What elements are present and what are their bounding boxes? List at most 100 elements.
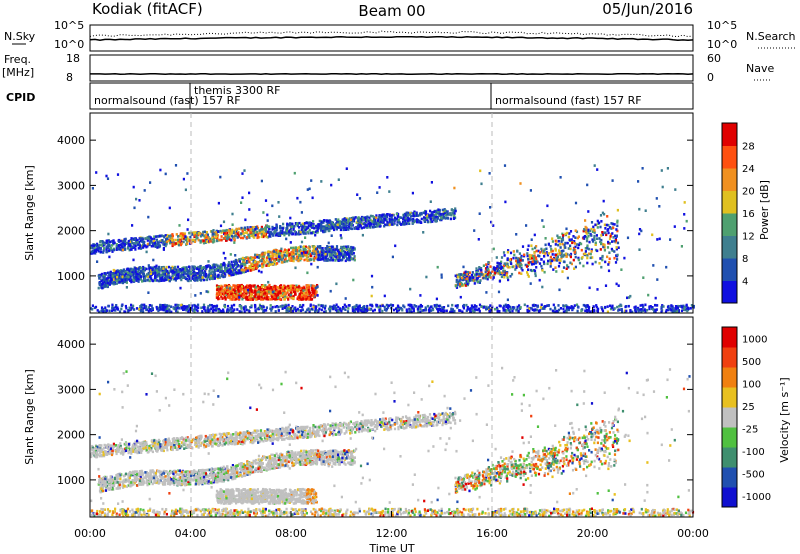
echo-cell: [251, 263, 254, 266]
echo-cell: [320, 253, 323, 257]
echo-cell: [225, 293, 228, 297]
cpid-label: CPID: [6, 91, 35, 104]
echo-cell: [587, 247, 591, 251]
echo-cell: [435, 213, 438, 216]
echo-cell: [185, 266, 188, 269]
echo-cell: [345, 247, 348, 251]
echo-cell: [527, 263, 531, 266]
echo-cell: [211, 277, 214, 281]
echo-cell: [415, 213, 418, 217]
echo-cell: [326, 245, 329, 248]
echo-cell: [302, 289, 305, 292]
echo-cell: [188, 268, 191, 271]
echo-cell: [223, 284, 226, 287]
echo-cell: [484, 273, 487, 276]
echo-cell: [644, 309, 647, 313]
echo-cell: [221, 263, 224, 266]
echo-cell: [314, 310, 317, 313]
echo-cell: [153, 235, 156, 238]
echo-cell: [486, 265, 489, 269]
echo-cell: [353, 255, 356, 258]
echo-cell: [419, 310, 422, 313]
echo-cell: [614, 234, 617, 238]
echo-cell: [451, 308, 454, 311]
echo-cell: [265, 297, 268, 301]
echo-cell: [299, 248, 302, 251]
echo-cell: [502, 304, 506, 308]
echo-cell: [304, 248, 307, 252]
echo-cell: [502, 269, 505, 273]
echo-cell: [250, 234, 253, 238]
echo-cell: [111, 276, 114, 280]
echo-cell: [310, 286, 313, 289]
echo-cell: [534, 308, 537, 311]
echo-cell: [565, 227, 568, 231]
echo-cell: [368, 224, 371, 227]
echo-cell: [486, 273, 490, 276]
echo-cell: [203, 230, 206, 234]
echo-cell: [344, 228, 348, 231]
echo-cell: [507, 278, 510, 282]
echo-cell: [220, 235, 223, 238]
echo-cell: [192, 238, 195, 242]
echo-cell: [93, 249, 96, 253]
echo-cell: [315, 290, 318, 294]
echo-cell: [240, 304, 243, 308]
echo-cell: [102, 249, 105, 252]
echo-cell: [347, 227, 350, 231]
echo-cell: [195, 235, 198, 238]
echo-cell: [213, 272, 216, 275]
echo-cell: [305, 225, 308, 229]
cpid-segment-1: normalsound (fast) 157 RF: [94, 94, 241, 107]
echo-cell: [230, 292, 233, 295]
echo-cell: [515, 266, 518, 269]
echo-cell: [613, 256, 616, 260]
echo-cell: [258, 254, 261, 257]
echo-cell: [596, 249, 599, 253]
echo-cell: [321, 229, 324, 233]
echo-cell: [227, 290, 230, 294]
echo-cell: [290, 230, 293, 233]
echo-cell: [511, 309, 514, 313]
echo-cell: [275, 224, 278, 228]
echo-cell: [219, 238, 222, 242]
echo-cell: [182, 266, 185, 269]
echo-cell: [313, 284, 316, 288]
echo-cell: [578, 241, 581, 245]
search-noise-trace: [89, 30, 694, 38]
echo-cell: [233, 286, 236, 289]
echo-cell: [580, 242, 583, 246]
echo-cell: [531, 269, 534, 273]
echo-cell: [357, 219, 360, 223]
echo-cell: [244, 285, 247, 289]
echo-cell: [302, 303, 305, 307]
echo-cell: [152, 239, 156, 243]
echo-cell: [366, 304, 369, 308]
echo-cell: [157, 265, 161, 269]
echo-cell: [246, 284, 249, 287]
echo-cell: [180, 269, 183, 272]
echo-cell: [589, 256, 592, 260]
echo-cell: [328, 248, 331, 251]
echo-cell: [253, 303, 257, 307]
echo-cell: [526, 254, 529, 258]
echo-cell: [249, 231, 252, 234]
echo-cell: [251, 226, 254, 229]
echo-cell: [241, 297, 244, 301]
echo-cell: [273, 284, 276, 288]
echo-cell: [377, 223, 380, 226]
echo-cell: [303, 226, 306, 230]
echo-cell: [397, 213, 400, 216]
echo-cell: [252, 260, 255, 264]
echo-cell: [234, 292, 237, 296]
echo-cell: [327, 307, 331, 311]
echo-cell: [353, 247, 356, 250]
echo-cell: [320, 223, 323, 226]
echo-cell: [302, 226, 305, 229]
echo-cell: [478, 309, 481, 313]
echo-cell: [498, 280, 501, 283]
echo-cell: [118, 238, 121, 242]
echo-cell: [321, 257, 324, 261]
echo-cell: [313, 255, 316, 259]
echo-cell: [482, 306, 485, 309]
